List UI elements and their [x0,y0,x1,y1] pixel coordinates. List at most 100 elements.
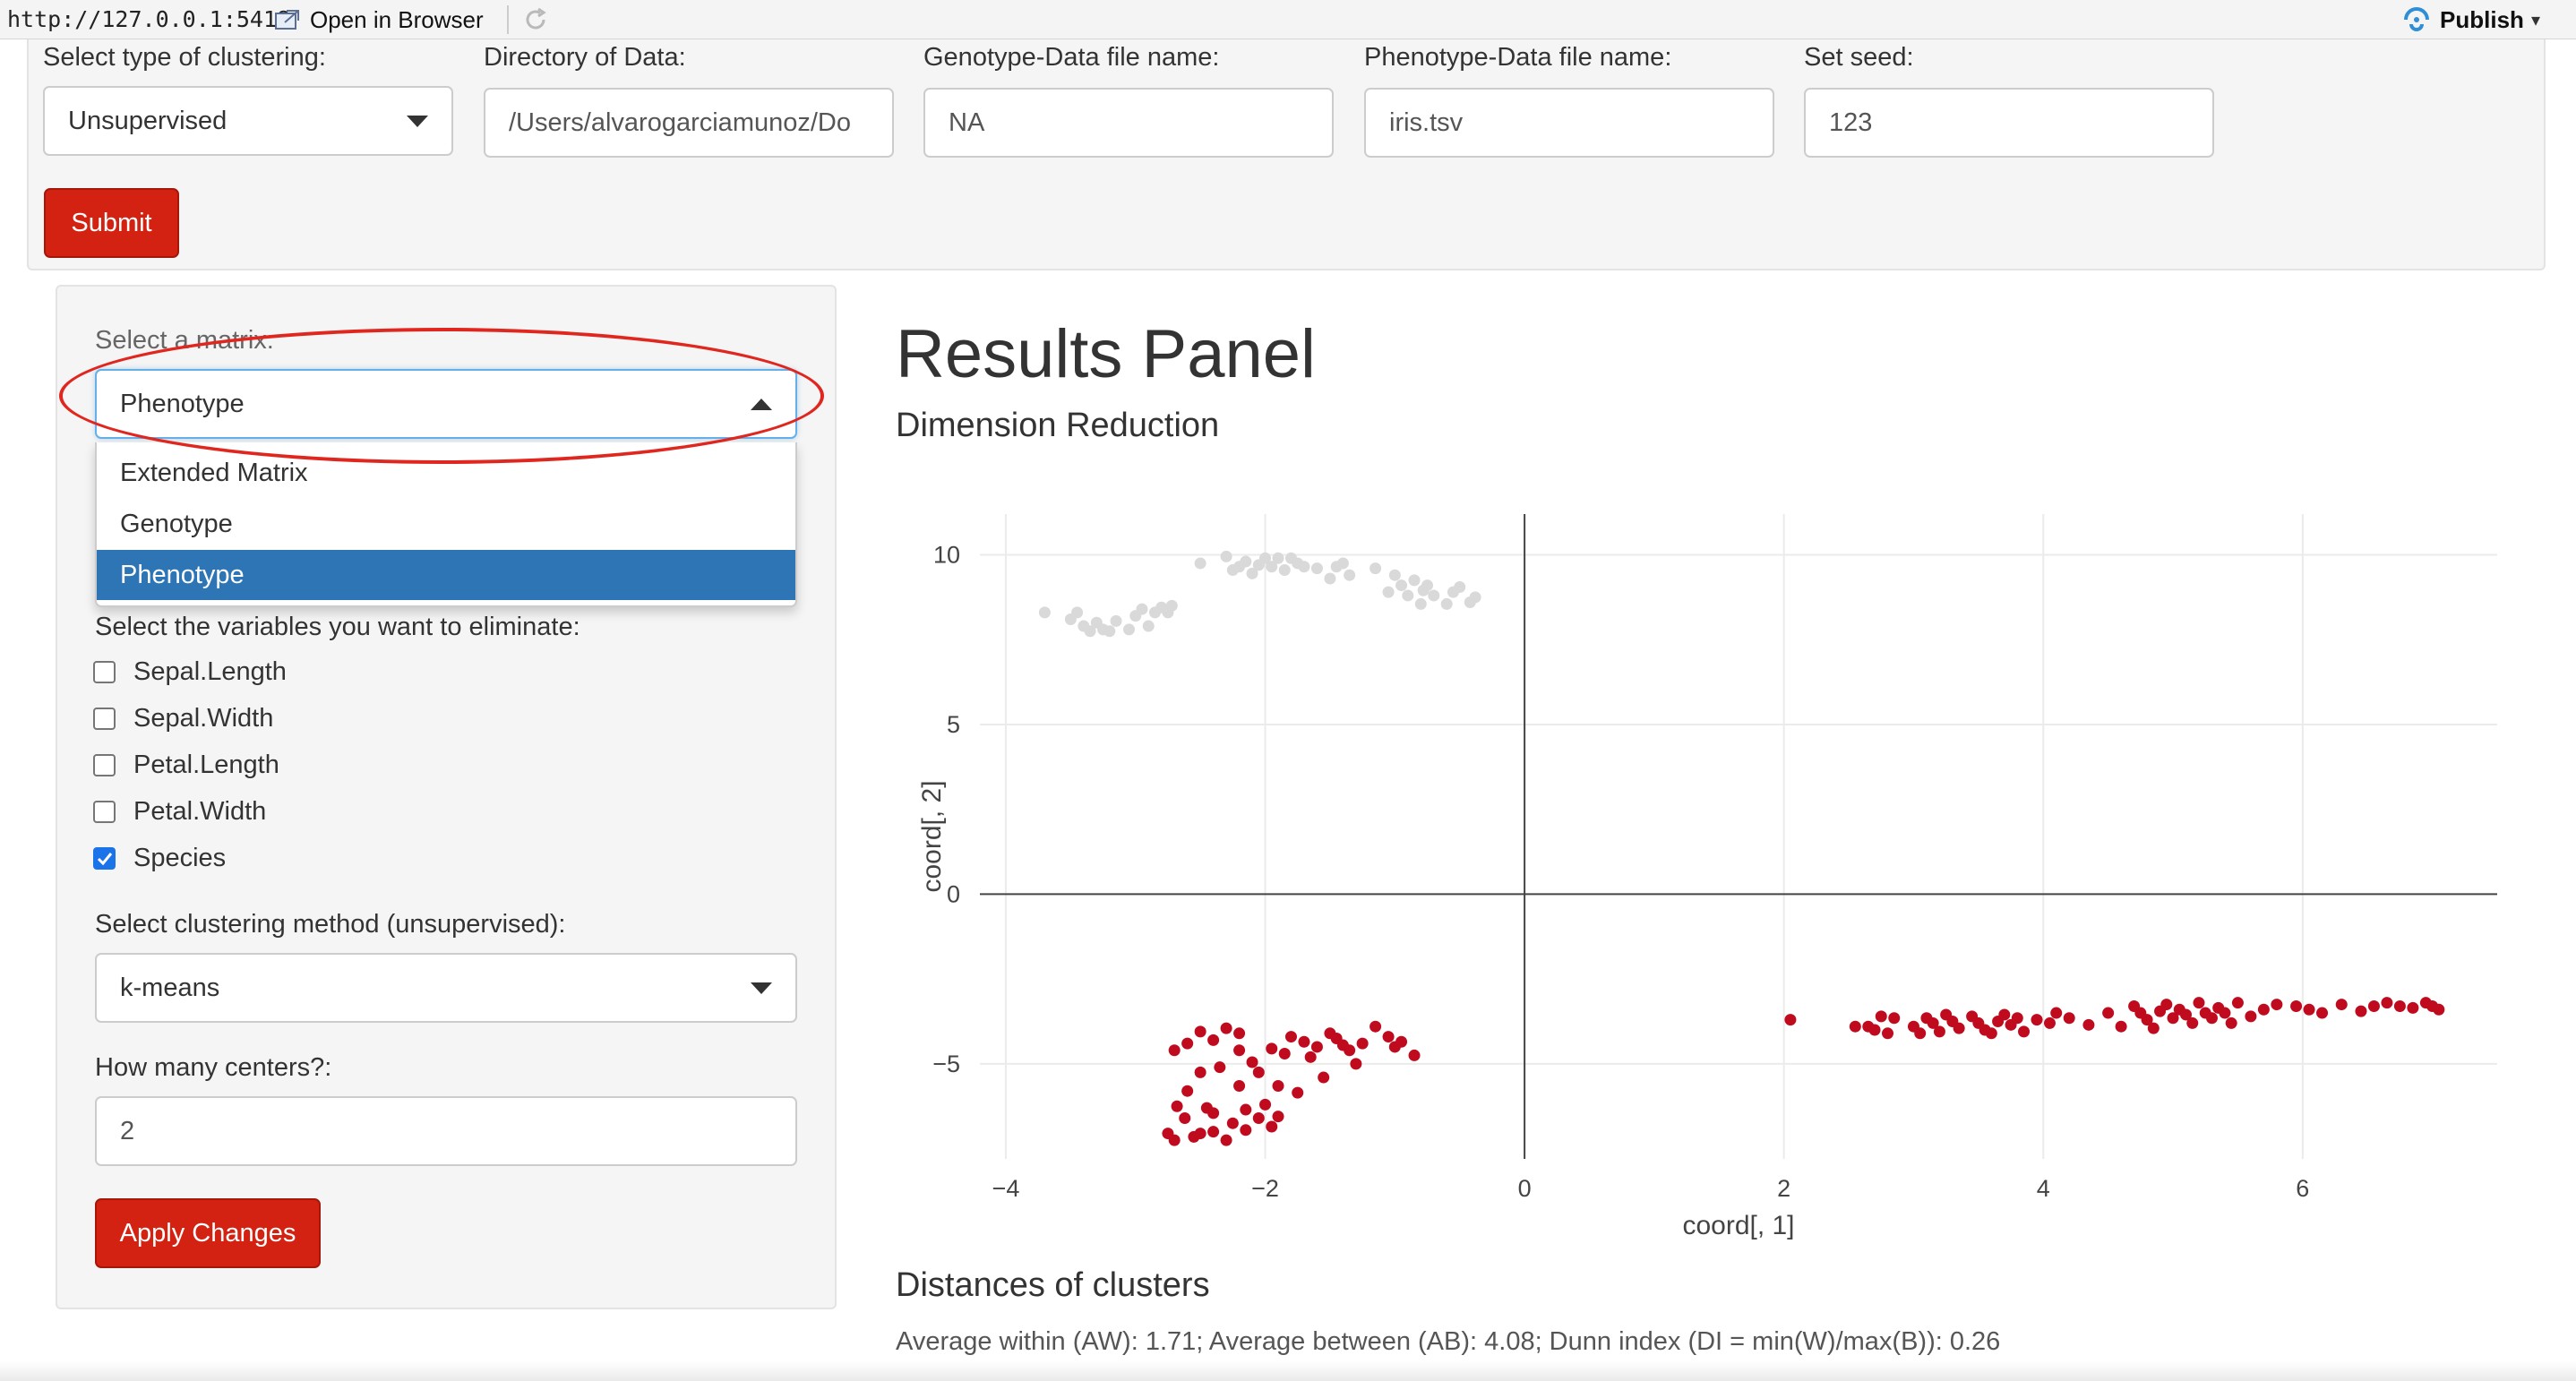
seed-input[interactable]: 123 [1804,88,2214,158]
data-point [1428,589,1440,602]
url-text[interactable]: http://127.0.0.1:5418 [7,6,291,32]
eliminate-label: Select the variables you want to elimina… [95,613,580,641]
data-point [2063,1012,2075,1025]
data-point [2102,1007,2115,1019]
checkbox-sepal-width[interactable]: Sepal.Width [93,704,273,733]
data-point [1259,1098,1272,1111]
caret-up-icon [751,398,772,410]
data-point [1207,1126,1220,1138]
refresh-button[interactable] [519,4,552,36]
data-point [1194,1025,1206,1038]
phenotype-file-input[interactable]: iris.tsv [1364,88,1774,158]
data-point [1344,1044,1356,1057]
data-point [1998,1008,2011,1021]
data-point [1181,1037,1194,1050]
data-point [1350,1058,1362,1070]
apply-changes-button[interactable]: Apply Changes [95,1198,321,1268]
data-point [1454,580,1466,593]
centers-label: How many centers?: [95,1053,332,1082]
submit-button[interactable]: Submit [44,188,179,258]
data-point [1356,1037,1369,1050]
chevron-down-icon[interactable]: ▾ [2530,10,2540,30]
data-point [1278,1048,1291,1060]
data-point [2335,999,2348,1011]
data-point [2231,997,2244,1009]
publish-button[interactable]: Publish ▾ [2400,4,2540,36]
data-point [2050,1007,2063,1019]
data-point [1421,579,1434,592]
data-point [2031,1014,2043,1026]
checkbox[interactable] [93,708,116,730]
checkbox-label: Petal.Length [133,751,279,779]
data-point [1402,589,1414,602]
data-point [2257,1003,2270,1016]
publish-label: Publish [2440,5,2524,33]
data-point [1882,1027,1894,1040]
data-point [1927,1016,1939,1029]
data-point [1318,1071,1330,1084]
matrix-option-phenotype[interactable]: Phenotype [97,550,795,600]
results-title: Results Panel [896,316,1316,392]
checkbox-label: Sepal.Width [133,704,274,733]
genotype-file-input[interactable]: NA [923,88,1334,158]
centers-input[interactable]: 2 [95,1096,797,1166]
data-point [1252,1066,1265,1078]
y-tick-label: 10 [933,541,960,568]
matrix-option-extended[interactable]: Extended Matrix [120,458,308,487]
matrix-option-genotype[interactable]: Genotype [120,509,233,538]
data-point [1888,1012,1901,1025]
data-point [1266,561,1278,573]
matrix-select[interactable]: Phenotype [95,369,797,439]
data-point [2245,1010,2257,1023]
data-point [1284,1031,1297,1043]
data-point [1408,574,1421,587]
clustering-type-select[interactable]: Unsupervised [43,86,453,156]
data-point [1194,1128,1206,1140]
data-point [1408,1049,1421,1061]
x-tick-label: 4 [2037,1175,2050,1202]
checkbox[interactable] [93,801,116,823]
data-point [1168,1134,1181,1146]
checkbox-label: Species [133,844,227,872]
method-label: Select clustering method (unsupervised): [95,910,566,939]
checkbox[interactable] [93,754,116,776]
method-select[interactable]: k-means [95,953,797,1023]
refresh-icon [526,7,546,30]
data-point [1272,1111,1284,1123]
data-point [1142,620,1155,632]
data-point [1103,625,1116,638]
data-point [1310,562,1323,575]
data-point [2407,1001,2419,1014]
data-point [1123,623,1136,636]
data-point [1388,569,1401,581]
data-point [1240,1103,1252,1116]
checkbox-petal-length[interactable]: Petal.Length [93,751,279,780]
data-point [1272,1080,1284,1093]
data-point [1233,1027,1246,1040]
checkbox-species[interactable]: Species [93,844,226,873]
data-point [1233,1080,1246,1093]
scatter-plot[interactable]: −4 −2 0 2 4 6 −5 0 5 10 coord[, 1] coord[, 2] [896,464,2519,1252]
scatter-plot-svg[interactable]: −4 −2 0 2 4 6 −5 0 5 10 coord[, 1] coord[, 2] [896,464,2519,1252]
x-tick-label: −2 [1251,1175,1279,1202]
checkbox-petal-width[interactable]: Petal.Width [93,797,266,827]
data-point [1849,1020,1861,1033]
data-point [1179,1112,1191,1125]
data-point [1414,597,1427,610]
matrix-value: Phenotype [120,389,245,418]
data-point [2141,1014,2153,1026]
x-tick-label: 2 [1777,1175,1790,1202]
checkbox-sepal-length[interactable]: Sepal.Length [93,657,287,687]
data-point [1868,1024,1881,1036]
checkbox[interactable] [93,661,116,683]
clustering-type-value: Unsupervised [68,106,228,135]
matrix-dropdown-menu: Extended Matrix Genotype Phenotype [95,442,797,607]
data-point [1395,579,1408,592]
directory-input[interactable]: /Users/alvarogarciamunoz/Do [484,88,894,158]
data-point [1370,1020,1382,1033]
data-point [1469,591,1481,604]
data-point [1165,599,1178,612]
open-in-browser-button[interactable]: Open in Browser [274,4,484,36]
checkbox-checked[interactable] [93,847,116,870]
data-point [2303,1003,2315,1016]
